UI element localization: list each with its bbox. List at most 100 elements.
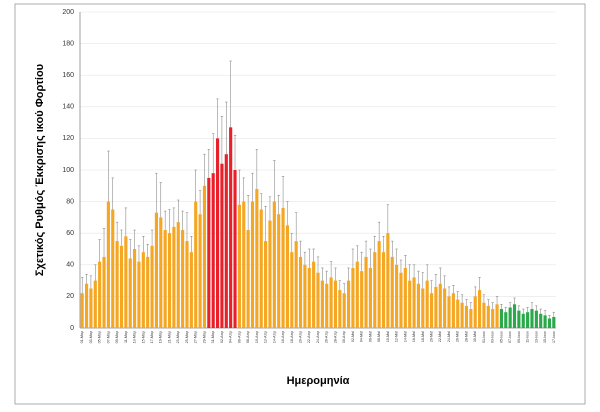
error-bar (430, 280, 433, 294)
error-bar (373, 236, 376, 253)
bar (434, 286, 438, 328)
error-bar (115, 221, 119, 242)
x-tick-label: 23-Μαρ (176, 331, 180, 343)
x-tick-label: 02-Απρ (220, 331, 224, 343)
error-bar (190, 236, 193, 253)
bar (246, 230, 250, 328)
bar (167, 233, 172, 328)
error-bar (155, 172, 158, 213)
error-bar (386, 204, 390, 234)
x-tick-label: 30-Απρ (342, 331, 346, 343)
x-tick-label: 31-Μαρ (211, 331, 215, 343)
x-tick-label: 21-Μαρ (167, 331, 171, 343)
bar (473, 296, 477, 328)
bar (320, 280, 324, 328)
x-tick-label: 28-Μαϊ (464, 331, 468, 342)
x-tick-label: 17-Μαρ (150, 331, 154, 343)
bar (176, 222, 180, 328)
x-tick-label: 26-Μαϊ (456, 331, 460, 342)
bar (517, 310, 521, 328)
error-bar (107, 150, 110, 202)
error-bar (194, 169, 197, 202)
x-tick-label: 05-Ιουν (499, 331, 503, 343)
bar (277, 214, 281, 328)
bar (338, 290, 342, 328)
error-bar (399, 259, 403, 273)
bar (325, 283, 329, 328)
error-bar (517, 305, 521, 311)
error-bar (246, 195, 250, 231)
y-tick-label: 80 (66, 198, 74, 205)
bar (416, 283, 421, 328)
error-bar (439, 267, 442, 284)
x-tick-label: 24-Μαϊ (447, 331, 451, 342)
bar (146, 256, 150, 328)
error-bar (172, 207, 176, 227)
error-bar (251, 172, 254, 202)
bar (185, 241, 189, 328)
error-bar (94, 264, 97, 281)
bar (482, 302, 486, 328)
bar (438, 283, 442, 328)
error-bar (80, 277, 84, 294)
bar (133, 249, 137, 328)
error-bar (277, 195, 280, 215)
error-bar (460, 294, 464, 303)
error-bar (522, 308, 525, 314)
bar (360, 271, 364, 328)
x-tick-label: 16-Απρ (281, 331, 285, 343)
bar (521, 313, 525, 328)
bar (534, 310, 538, 328)
x-tick-label: 11-Μαρ (124, 331, 128, 343)
bar (93, 280, 97, 328)
bar (111, 209, 115, 328)
error-bar (137, 245, 141, 262)
bar (478, 290, 482, 328)
x-tick-label: 20-Απρ (298, 331, 302, 343)
bar (491, 309, 495, 328)
x-tick-label: 29-Μαρ (202, 331, 206, 343)
bar (137, 261, 141, 328)
bar (163, 230, 167, 328)
error-bar (364, 240, 368, 257)
bar (333, 280, 338, 328)
x-tick-label: 22-Μαϊ (438, 331, 442, 342)
error-bar (233, 134, 237, 170)
bar (229, 127, 233, 328)
bar (141, 252, 145, 328)
error-bar (469, 302, 473, 310)
bar (298, 256, 303, 328)
error-bar (539, 308, 542, 314)
error-bar (526, 307, 529, 313)
bar (224, 154, 228, 328)
bar (386, 233, 390, 328)
error-bar (255, 149, 259, 189)
bar (106, 201, 110, 328)
error-bar (329, 261, 333, 278)
x-tick-label: 30-Μαϊ (473, 331, 477, 342)
bar (290, 252, 294, 328)
x-tick-label: 10-Μαϊ (386, 331, 390, 342)
bar (412, 277, 416, 328)
bar (377, 241, 381, 328)
bar (408, 280, 412, 328)
bar (381, 252, 386, 328)
error-bar (343, 283, 346, 294)
x-tick-label: 04-Απρ (229, 331, 233, 343)
error-bar (150, 229, 154, 246)
error-bar (478, 277, 481, 291)
frame (14, 3, 586, 405)
bar (460, 302, 464, 328)
x-tick-label: 06-Απρ (237, 331, 241, 343)
error-bar (185, 212, 189, 242)
error-bar (98, 239, 101, 262)
x-tick-label: 17-Ιουν (552, 331, 556, 343)
error-bar (163, 210, 167, 231)
error-bar (111, 177, 114, 210)
error-bar (474, 286, 477, 297)
error-bar (303, 251, 307, 265)
error-bar (535, 305, 538, 311)
bar (194, 201, 198, 328)
bar (202, 185, 207, 328)
bar (84, 283, 89, 328)
